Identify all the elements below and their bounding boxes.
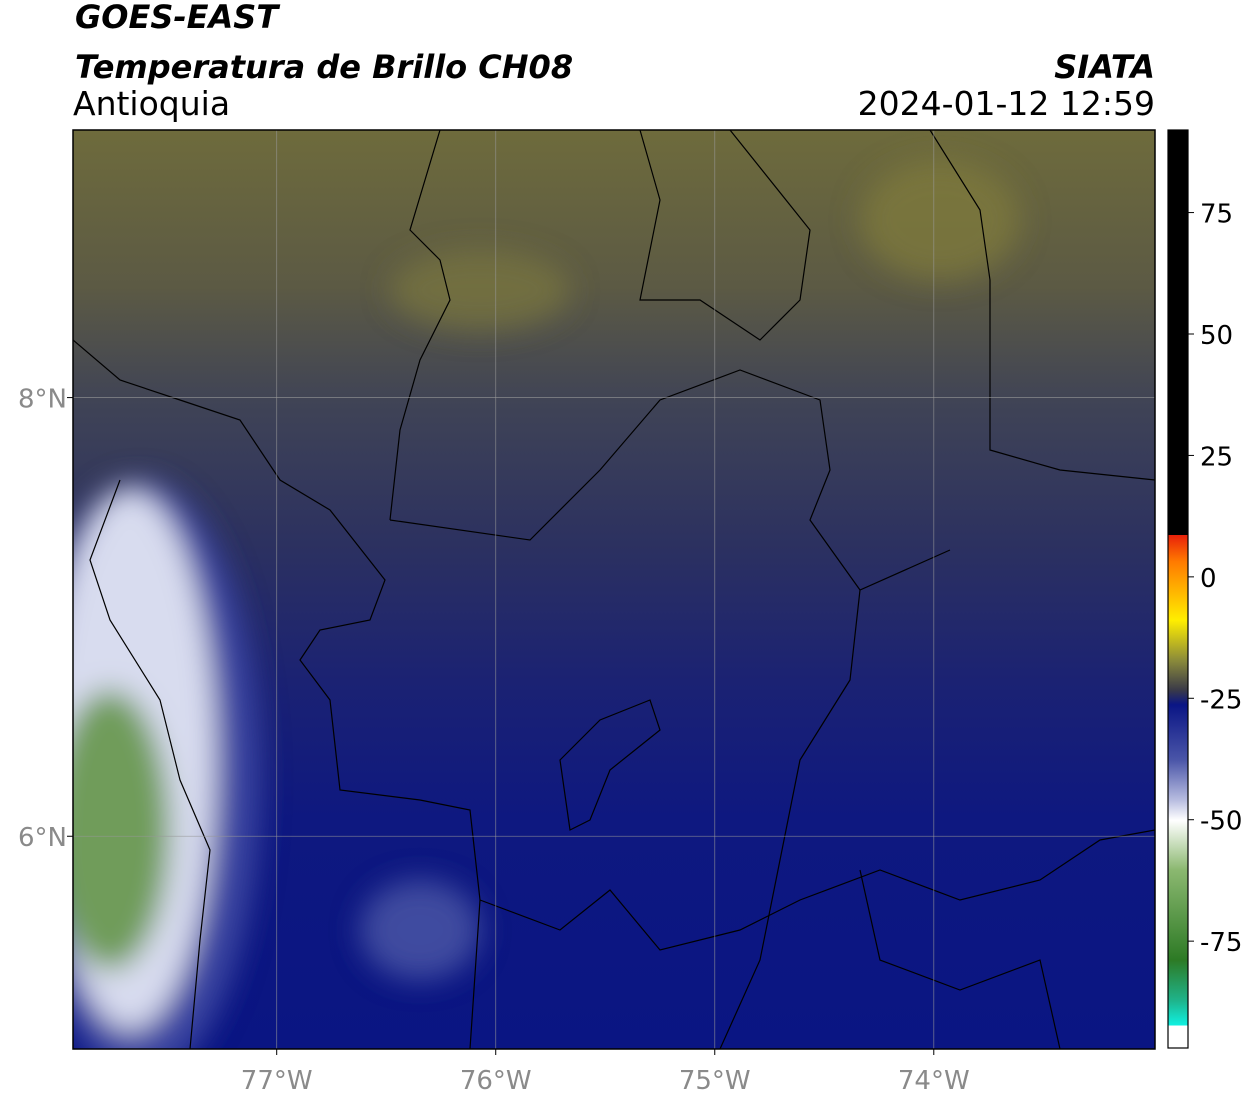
colorbar-tick-label: 75 bbox=[1200, 200, 1233, 230]
map-frame bbox=[72, 129, 1156, 1050]
y-tick-label: 6°N bbox=[18, 823, 67, 853]
source: SIATA bbox=[1054, 48, 1155, 86]
x-tick-label: 76°W bbox=[460, 1066, 532, 1096]
region: Antioquia bbox=[73, 84, 230, 123]
cloud-field bbox=[73, 160, 1020, 1049]
colorbar-tick-label: -50 bbox=[1200, 807, 1242, 837]
title: GOES-EAST bbox=[75, 0, 280, 36]
colorbar-tick-label: 25 bbox=[1200, 442, 1233, 472]
graticule bbox=[73, 130, 1155, 1049]
colorbar-tick-label: 50 bbox=[1200, 321, 1233, 351]
x-tick-label: 77°W bbox=[241, 1066, 313, 1096]
colorbar-tick-label: -75 bbox=[1200, 928, 1242, 958]
colorbar bbox=[1167, 129, 1189, 1049]
subtitle: Temperatura de Brillo CH08 bbox=[75, 48, 573, 86]
x-tick-label: 74°W bbox=[898, 1066, 970, 1096]
x-tick-label: 75°W bbox=[679, 1066, 751, 1096]
map-area bbox=[73, 130, 1155, 1049]
colorbar-tick-label: -25 bbox=[1200, 685, 1242, 715]
colorbar-tick-label: 0 bbox=[1200, 564, 1217, 594]
datetime: 2024-01-12 12:59 bbox=[858, 84, 1155, 123]
borders bbox=[73, 130, 1155, 1049]
y-tick-label: 8°N bbox=[18, 385, 67, 415]
